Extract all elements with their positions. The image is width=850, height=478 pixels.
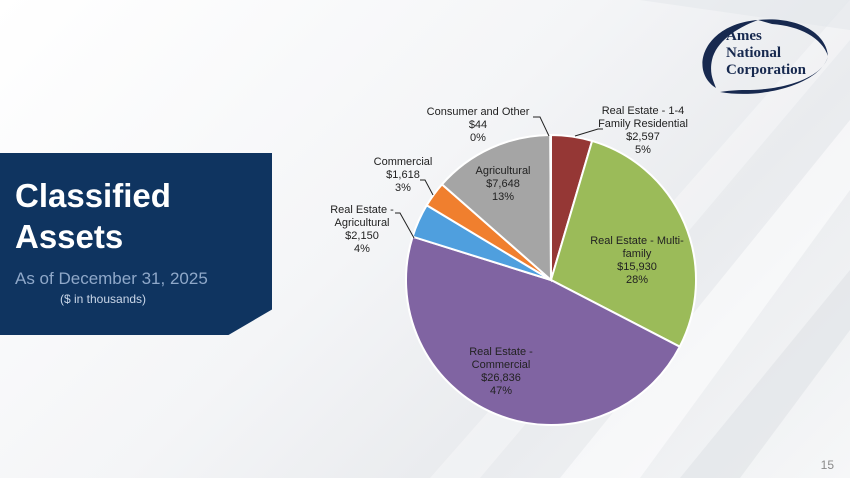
slice-label-0: Real Estate - 1-4 Family Residential $2,59… bbox=[598, 105, 688, 156]
logo-swoosh-icon bbox=[702, 19, 828, 94]
leader-line-0 bbox=[574, 128, 603, 137]
logo-word-1: Ames bbox=[726, 28, 762, 44]
slice-label-2: Real Estate -Commercial $26,836 47% bbox=[469, 346, 533, 397]
leader-line-4 bbox=[420, 179, 434, 196]
units-note: ($ in thousands) bbox=[60, 292, 147, 306]
pie-slice-6 bbox=[549, 133, 552, 281]
logo-word-2: National bbox=[726, 45, 782, 61]
pie-slice-5 bbox=[440, 133, 553, 283]
pie-slice-2 bbox=[405, 235, 682, 426]
slice-label-6: Consumer and Other $44 0% bbox=[427, 106, 530, 144]
slice-label-3: Real Estate -Agricultural $2,150 4% bbox=[330, 204, 394, 255]
leader-line-6 bbox=[533, 116, 550, 137]
company-logo: Ames National Corporation bbox=[696, 18, 830, 96]
slice-label-4: Commercial $1,618 3% bbox=[374, 156, 433, 194]
slide-title: Classified Assets bbox=[15, 177, 171, 255]
slice-label-5: Agricultural $7,648 13% bbox=[475, 165, 530, 203]
logo-word-3: Corporation bbox=[726, 62, 806, 78]
pie-slice-1 bbox=[549, 139, 697, 349]
title-panel: Classified Assets As of December 31, 202… bbox=[0, 153, 272, 335]
slide-subtitle: As of December 31, 2025 bbox=[15, 269, 208, 288]
leader-line-3 bbox=[395, 212, 415, 239]
page-number: 15 bbox=[820, 458, 834, 472]
slice-label-1: Real Estate - Multi-family $15,930 28% bbox=[590, 235, 684, 286]
